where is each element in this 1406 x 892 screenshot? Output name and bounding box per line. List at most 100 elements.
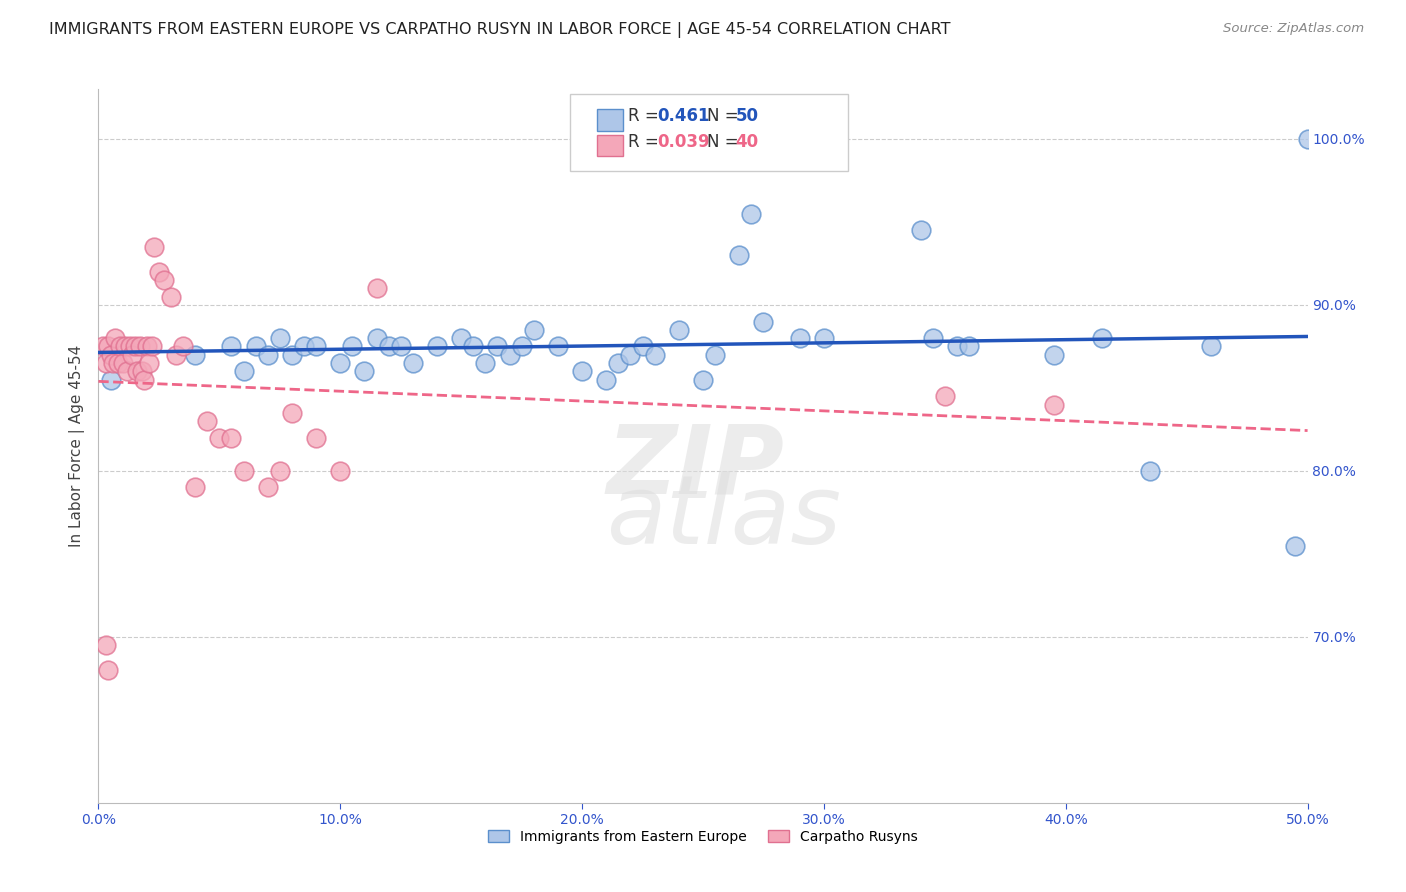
Point (245, 339, 267, 353)
Point (595, 373, 617, 387)
Point (644, 348, 666, 362)
Point (104, 331, 127, 345)
Point (510, 339, 533, 353)
Point (402, 356, 425, 370)
FancyBboxPatch shape (596, 109, 623, 130)
Point (269, 331, 291, 345)
Point (789, 331, 811, 345)
Point (366, 331, 388, 345)
Point (97, 339, 120, 353)
Point (195, 414, 218, 428)
Point (498, 348, 520, 362)
Point (910, 223, 932, 237)
Text: R =: R = (628, 107, 664, 125)
Point (208, 431, 231, 445)
Point (547, 339, 569, 353)
FancyBboxPatch shape (569, 95, 848, 171)
Text: 50: 50 (735, 107, 759, 125)
Point (256, 348, 278, 362)
Point (619, 348, 641, 362)
Point (232, 464, 254, 478)
Point (377, 339, 399, 353)
Point (94, 638, 117, 652)
FancyBboxPatch shape (596, 135, 623, 156)
Point (135, 339, 157, 353)
Point (921, 331, 943, 345)
Point (114, 339, 136, 353)
Point (281, 406, 304, 420)
Point (389, 339, 412, 353)
Point (97, 663, 120, 677)
Point (1042, 397, 1064, 411)
Point (704, 348, 727, 362)
Point (571, 364, 593, 378)
Text: N =: N = (707, 134, 744, 152)
Point (107, 356, 129, 370)
Point (668, 323, 690, 337)
Point (100, 348, 122, 362)
Point (134, 373, 156, 387)
Point (256, 481, 278, 495)
Point (148, 265, 170, 279)
Point (813, 331, 835, 345)
Text: ZIP: ZIP (606, 421, 785, 514)
Point (329, 356, 352, 370)
Point (631, 339, 654, 353)
Text: N =: N = (707, 107, 744, 125)
Text: 0.039: 0.039 (657, 134, 710, 152)
Point (426, 339, 449, 353)
Point (221, 339, 243, 353)
Text: 0.461: 0.461 (657, 107, 710, 125)
Point (728, 248, 751, 262)
Point (342, 339, 364, 353)
Point (91, 339, 114, 353)
Point (138, 356, 160, 370)
Point (957, 339, 980, 353)
Point (94, 356, 117, 370)
Point (131, 364, 153, 378)
Point (305, 431, 328, 445)
Point (152, 273, 174, 287)
Point (934, 389, 956, 403)
Point (160, 290, 183, 304)
Point (124, 339, 146, 353)
Point (450, 331, 472, 345)
Point (121, 348, 143, 362)
Point (1139, 464, 1161, 478)
Point (305, 339, 328, 353)
Point (1042, 348, 1064, 362)
Point (108, 339, 131, 353)
Point (946, 339, 969, 353)
Point (740, 207, 762, 221)
Point (232, 364, 254, 378)
Point (1296, 132, 1319, 146)
Point (523, 323, 546, 337)
Point (141, 339, 163, 353)
Point (128, 339, 150, 353)
Point (221, 431, 243, 445)
Point (752, 314, 775, 328)
Point (111, 356, 134, 370)
Text: atlas: atlas (606, 471, 841, 564)
Point (143, 240, 166, 254)
Point (127, 364, 149, 378)
Text: R =: R = (628, 134, 664, 152)
Text: 40: 40 (735, 134, 759, 152)
Point (269, 464, 291, 478)
Point (184, 481, 207, 495)
Point (281, 348, 304, 362)
Y-axis label: In Labor Force | Age 45-54: In Labor Force | Age 45-54 (69, 345, 84, 547)
Point (118, 339, 141, 353)
Point (292, 339, 315, 353)
Point (117, 364, 139, 378)
Text: IMMIGRANTS FROM EASTERN EUROPE VS CARPATHO RUSYN IN LABOR FORCE | AGE 45-54 CORR: IMMIGRANTS FROM EASTERN EUROPE VS CARPAT… (49, 22, 950, 38)
Point (1091, 331, 1114, 345)
Point (100, 373, 122, 387)
Legend: Immigrants from Eastern Europe, Carpatho Rusyns: Immigrants from Eastern Europe, Carpatho… (482, 824, 924, 849)
Point (329, 464, 352, 478)
Point (463, 339, 485, 353)
Point (486, 339, 509, 353)
Point (607, 356, 630, 370)
Point (1199, 339, 1222, 353)
Text: Source: ZipAtlas.com: Source: ZipAtlas.com (1223, 22, 1364, 36)
